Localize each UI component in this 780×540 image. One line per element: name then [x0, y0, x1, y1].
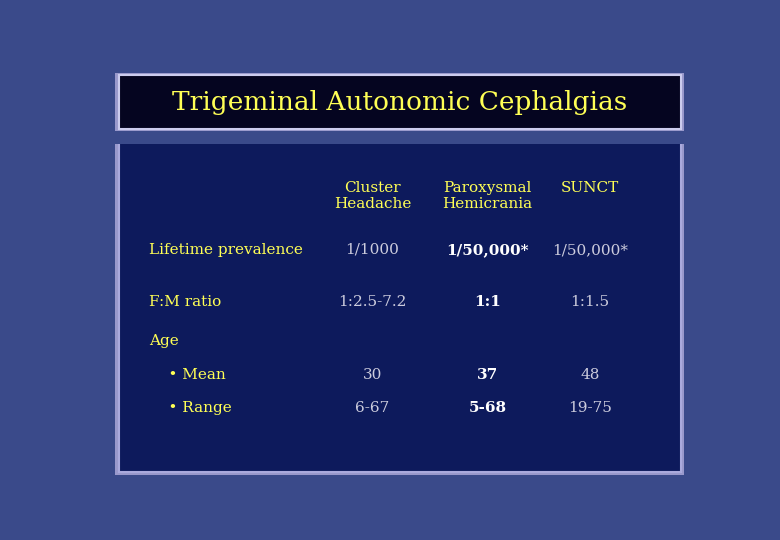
Text: 1/50,000*: 1/50,000*: [552, 243, 628, 257]
Text: 5-68: 5-68: [468, 401, 506, 415]
Text: 19-75: 19-75: [568, 401, 612, 415]
Text: 1:1: 1:1: [474, 295, 501, 309]
Text: 37: 37: [477, 368, 498, 382]
FancyBboxPatch shape: [115, 73, 685, 132]
FancyBboxPatch shape: [115, 137, 685, 475]
Text: 48: 48: [580, 368, 600, 382]
Text: Lifetime prevalence: Lifetime prevalence: [149, 243, 303, 257]
Text: F:M ratio: F:M ratio: [149, 295, 222, 309]
Text: 1/50,000*: 1/50,000*: [446, 243, 529, 257]
Text: Paroxysmal
Hemicrania: Paroxysmal Hemicrania: [442, 181, 533, 212]
Text: Cluster
Headache: Cluster Headache: [334, 181, 411, 212]
FancyBboxPatch shape: [115, 131, 685, 144]
FancyBboxPatch shape: [119, 140, 681, 472]
FancyBboxPatch shape: [119, 75, 681, 129]
Text: • Mean: • Mean: [149, 368, 225, 382]
Text: 30: 30: [363, 368, 382, 382]
Text: 6-67: 6-67: [356, 401, 390, 415]
Text: 1/1000: 1/1000: [346, 243, 399, 257]
Text: • Range: • Range: [149, 401, 232, 415]
Text: SUNCT: SUNCT: [561, 181, 619, 195]
Text: Age: Age: [149, 334, 179, 348]
Text: 1:2.5-7.2: 1:2.5-7.2: [339, 295, 406, 309]
Text: Trigeminal Autonomic Cephalgias: Trigeminal Autonomic Cephalgias: [172, 90, 627, 114]
Text: 1:1.5: 1:1.5: [571, 295, 610, 309]
